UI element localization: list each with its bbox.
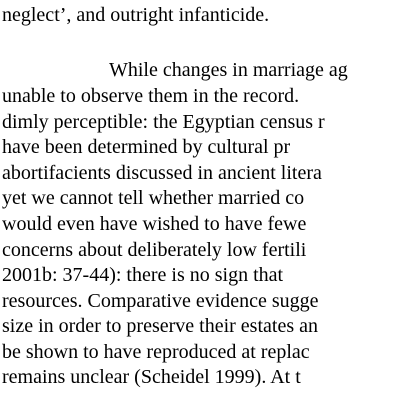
text-line: 2001b: 37-44): there is no sign that: [2, 264, 284, 286]
text-line: dimly perceptible: the Egyptian census r: [2, 111, 325, 133]
text-line: While changes in marriage ag: [109, 59, 348, 81]
text-line: yet we cannot tell whether married co: [2, 187, 305, 209]
text-line: would even have wished to have fewe: [2, 213, 307, 235]
text-line: size in order to preserve their estates …: [2, 315, 318, 337]
text-line: remains unclear (Scheidel 1999). At t: [2, 366, 301, 388]
text-line: have been determined by cultural pr: [2, 136, 291, 158]
text-line: unable to observe them in the record.: [2, 85, 300, 107]
text-line: resources. Comparative evidence sugge: [2, 290, 319, 312]
text-line: concerns about deliberately low fertili: [2, 239, 307, 261]
text-line: neglect’, and outright infanticide.: [2, 4, 270, 26]
text-line: be shown to have reproduced at replac: [2, 341, 310, 363]
text-line: abortifacients discussed in ancient lite…: [2, 162, 322, 184]
